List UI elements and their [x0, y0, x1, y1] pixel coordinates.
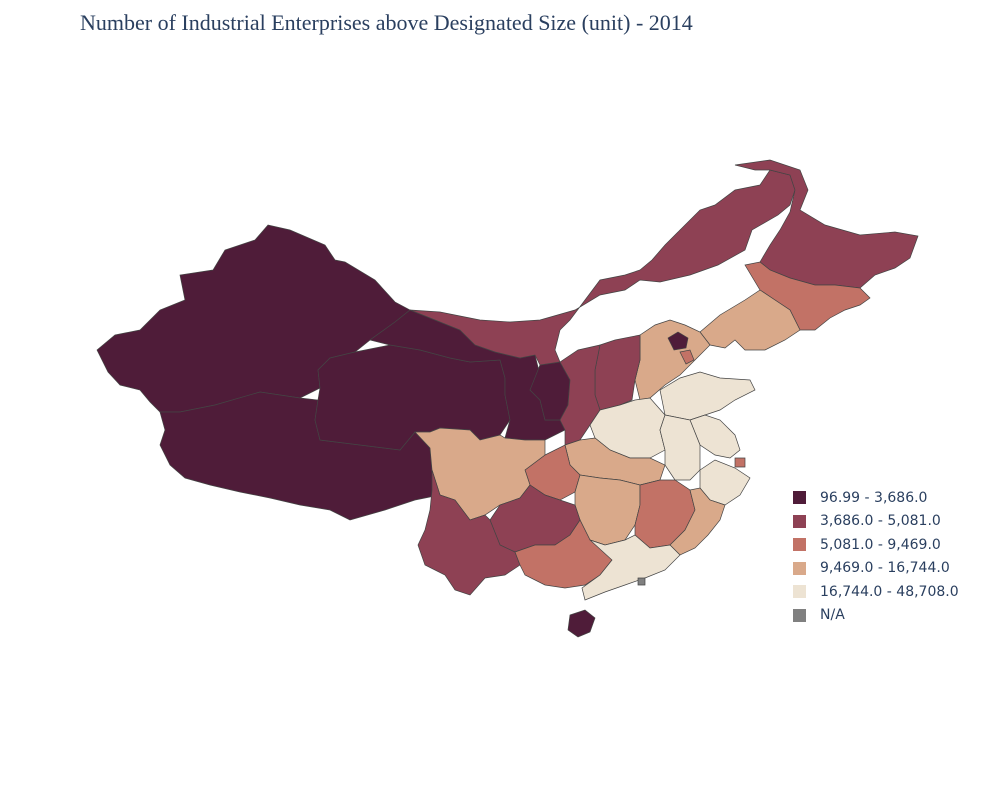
legend-swatch	[793, 491, 806, 505]
legend-swatch	[793, 514, 806, 528]
legend-item[interactable]: 9,469.0 - 16,744.0	[793, 557, 959, 581]
region-tianjin[interactable]	[679, 349, 695, 365]
region-fujian[interactable]	[669, 487, 726, 556]
legend-label: 9,469.0 - 16,744.0	[820, 560, 950, 577]
legend-swatch	[793, 538, 806, 552]
legend-label: N/A	[820, 607, 845, 624]
region-hebei[interactable]	[634, 319, 711, 401]
region-shaanxi[interactable]	[559, 344, 601, 446]
region-beijing[interactable]	[667, 331, 689, 351]
legend-swatch	[793, 585, 806, 599]
legend-item[interactable]: 3,686.0 - 5,081.0	[793, 510, 959, 534]
legend-label: 5,081.0 - 9,469.0	[820, 536, 941, 553]
region-guangdong[interactable]	[581, 534, 681, 601]
region-inner-mongolia[interactable]	[409, 169, 796, 366]
region-shanghai[interactable]	[734, 457, 746, 468]
region-yunnan[interactable]	[417, 469, 521, 596]
legend-item[interactable]: 96.99 - 3,686.0	[793, 486, 959, 510]
region-jiangsu[interactable]	[689, 414, 741, 459]
region-anhui[interactable]	[659, 414, 701, 481]
legend-label: 16,744.0 - 48,708.0	[820, 583, 959, 600]
legend-swatch	[793, 561, 806, 575]
region-hong-kong[interactable]	[637, 577, 646, 586]
legend-label: 3,686.0 - 5,081.0	[820, 513, 941, 530]
legend-item[interactable]: 5,081.0 - 9,469.0	[793, 533, 959, 557]
legend-item[interactable]: N/A	[793, 604, 959, 628]
legend-swatch	[793, 608, 806, 622]
legend-item[interactable]: 16,744.0 - 48,708.0	[793, 580, 959, 604]
region-shanxi[interactable]	[594, 334, 641, 411]
region-liaoning[interactable]	[699, 289, 801, 351]
map-title: Number of Industrial Enterprises above D…	[80, 10, 693, 35]
legend-label: 96.99 - 3,686.0	[820, 489, 928, 506]
region-hainan[interactable]	[567, 609, 596, 638]
map-legend: 96.99 - 3,686.0 3,686.0 - 5,081.0 5,081.…	[793, 486, 959, 627]
